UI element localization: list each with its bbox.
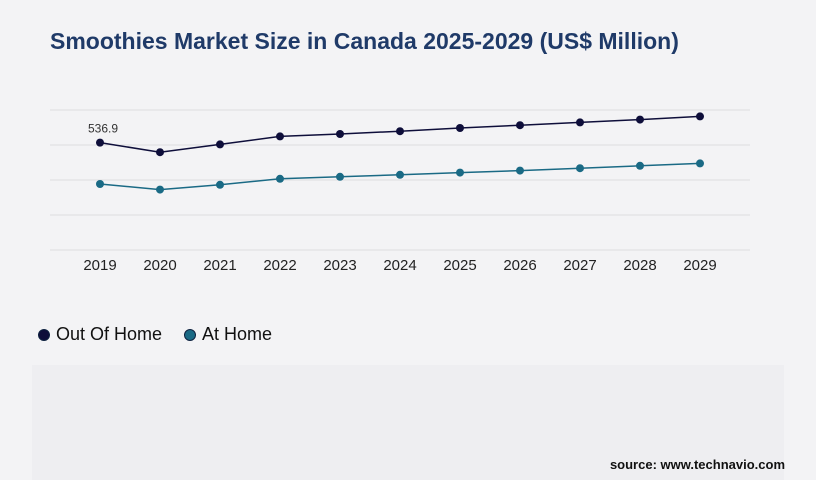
data-point (636, 161, 644, 170)
data-point (96, 180, 104, 188)
data-point (576, 118, 584, 127)
data-point (516, 121, 524, 130)
x-tick-label: 2020 (143, 257, 176, 274)
data-point (516, 166, 524, 175)
legend-marker-out-of-home (38, 328, 50, 341)
data-point (336, 172, 344, 181)
data-point (456, 124, 464, 132)
data-point (276, 174, 284, 183)
data-point (336, 130, 344, 138)
data-point (636, 115, 644, 124)
x-tick-label: 2028 (623, 257, 656, 274)
data-point (216, 180, 224, 189)
legend-marker-at-home (184, 328, 197, 341)
data-label: 536.9 (88, 122, 118, 136)
x-tick-label: 2023 (323, 257, 356, 274)
legend: Out Of Home At Home (38, 324, 272, 345)
legend-item-at-home: At Home (184, 324, 272, 345)
x-tick-label: 2022 (263, 257, 296, 274)
line-chart: 2019 2020 2021 2022 2023 2024 2025 2026 2027 2028… (50, 109, 750, 274)
data-point (396, 127, 404, 136)
data-point (276, 132, 284, 141)
legend-label-out-of-home: Out Of Home (56, 324, 163, 344)
chart-title: Smoothies Market Size in Canada 2025-202… (50, 28, 679, 54)
data-point (216, 140, 224, 149)
plot-area: 2019 2020 2021 2022 2023 2024 2025 2026 2027 2028… (50, 109, 750, 274)
data-point (396, 170, 404, 179)
data-point (156, 185, 164, 194)
data-point (576, 164, 584, 173)
x-tick-label: 2027 (563, 257, 596, 274)
x-tick-label: 2029 (683, 257, 716, 274)
data-point (696, 159, 704, 168)
data-point (456, 168, 464, 177)
x-tick-label: 2021 (203, 257, 236, 274)
data-point (696, 112, 704, 121)
footer-band (32, 365, 784, 480)
x-tick-label: 2026 (503, 257, 536, 274)
x-tick-label: 2019 (83, 257, 116, 274)
x-tick-label: 2025 (443, 257, 476, 274)
legend-label-at-home: At Home (202, 324, 273, 344)
x-tick-label: 2024 (383, 257, 416, 274)
legend-item-out-of-home: Out Of Home (38, 324, 162, 345)
data-point (156, 148, 164, 157)
source-credit: source: www.technavio.com (609, 457, 785, 472)
data-point (96, 138, 104, 147)
